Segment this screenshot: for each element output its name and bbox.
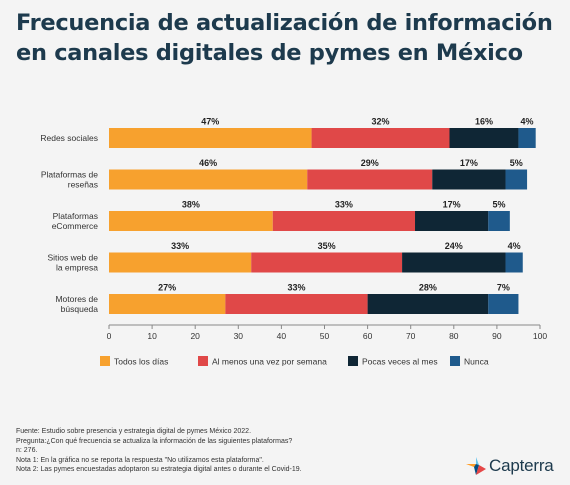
brand-name: Capterra bbox=[489, 456, 554, 475]
stacked-bar-chart: Redes sociales 47% 32% 16% 4% Plataformas de r… bbox=[40, 117, 547, 367]
x-tick-label: 20 bbox=[190, 331, 200, 341]
data-label: 29% bbox=[361, 158, 379, 168]
chart-title: Frecuencia de actualización de informaci… bbox=[16, 8, 556, 68]
x-tick-label: 0 bbox=[107, 331, 112, 341]
category-label: Plataformas de reseñas bbox=[41, 170, 98, 190]
footnote-note-1: Nota 1: En la gráfica no se reporta la r… bbox=[16, 456, 264, 464]
data-label: 16% bbox=[475, 117, 493, 127]
legend-label: Al menos una vez por semana bbox=[212, 357, 327, 367]
data-label: 28% bbox=[419, 283, 437, 293]
legend-swatch bbox=[100, 356, 110, 366]
chart-footnotes: Fuente: Estudio sobre presencia y estrat… bbox=[16, 427, 436, 475]
category-label: Sitios web de la empresa bbox=[47, 253, 98, 273]
data-label: 33% bbox=[335, 200, 353, 210]
category-label: Plataformas eCommerce bbox=[52, 211, 99, 231]
footnote-source: Fuente: Estudio sobre presencia y estrat… bbox=[16, 428, 252, 435]
bar-segment bbox=[449, 128, 519, 148]
data-label: 33% bbox=[287, 283, 305, 293]
bar-segment bbox=[415, 211, 489, 231]
x-tick-label: 50 bbox=[320, 331, 330, 341]
bar-segment bbox=[311, 128, 450, 148]
x-tick-label: 80 bbox=[449, 331, 459, 341]
data-label: 46% bbox=[199, 158, 217, 168]
chart-title-line-1: Frecuencia de actualización de informaci… bbox=[16, 10, 553, 36]
capterra-logo: Capterra bbox=[466, 455, 554, 477]
data-label: 17% bbox=[443, 200, 461, 210]
bar-segment bbox=[402, 252, 506, 273]
capterra-arrow-icon bbox=[466, 457, 486, 475]
x-tick-label: 10 bbox=[147, 331, 157, 341]
data-label: 32% bbox=[372, 117, 390, 127]
footnote-question: Pregunta:¿Con qué frecuencia se actualiz… bbox=[16, 437, 293, 445]
data-label: 33% bbox=[171, 241, 189, 251]
data-label: 38% bbox=[182, 200, 200, 210]
bar-segment bbox=[225, 294, 368, 314]
category-label: Motores de búsqueda bbox=[55, 294, 98, 314]
chart-title-line-2: en canales digitales de pymes en México bbox=[16, 40, 523, 66]
data-label: 27% bbox=[158, 283, 176, 293]
bar-segment bbox=[272, 211, 416, 231]
bar-segment bbox=[432, 169, 506, 190]
bar-segment bbox=[109, 128, 312, 148]
legend-label: Pocas veces al mes bbox=[362, 357, 438, 367]
data-label: 4% bbox=[521, 117, 534, 127]
x-tick-label: 90 bbox=[492, 331, 502, 341]
data-label: 35% bbox=[318, 241, 336, 251]
bar-segment bbox=[109, 211, 273, 231]
bar-segment bbox=[505, 252, 523, 273]
data-label: 47% bbox=[201, 117, 219, 127]
legend-swatch bbox=[450, 356, 460, 366]
bar-segment bbox=[251, 252, 403, 273]
category-label: Redes sociales bbox=[40, 133, 98, 143]
data-label: 5% bbox=[510, 158, 523, 168]
bar-segment bbox=[109, 252, 252, 273]
legend-swatch bbox=[198, 356, 208, 366]
data-label: 5% bbox=[493, 200, 506, 210]
bar-segment bbox=[488, 211, 510, 231]
x-tick-label: 70 bbox=[406, 331, 416, 341]
x-tick-label: 60 bbox=[363, 331, 373, 341]
bar-segment bbox=[488, 294, 519, 314]
data-label: 24% bbox=[445, 241, 463, 251]
legend-label: Todos los días bbox=[114, 357, 168, 367]
x-tick-label: 100 bbox=[533, 331, 547, 341]
footnote-note-2: Nota 2: Las pymes encuestadas adoptaron … bbox=[16, 466, 302, 473]
x-tick-label: 40 bbox=[277, 331, 287, 341]
data-label: 7% bbox=[497, 283, 510, 293]
x-tick-label: 30 bbox=[234, 331, 244, 341]
data-label: 17% bbox=[460, 158, 478, 168]
data-label: 4% bbox=[508, 241, 521, 251]
bar-segment bbox=[367, 294, 489, 314]
legend-label: Nunca bbox=[464, 357, 489, 367]
legend-swatch bbox=[348, 356, 358, 366]
bar-segment bbox=[518, 128, 536, 148]
bar-segment bbox=[307, 169, 433, 190]
bar-segment bbox=[109, 169, 308, 190]
footnote-sample-size: n: 276. bbox=[16, 447, 38, 454]
bar-segment bbox=[505, 169, 528, 190]
bar-segment bbox=[109, 294, 226, 314]
